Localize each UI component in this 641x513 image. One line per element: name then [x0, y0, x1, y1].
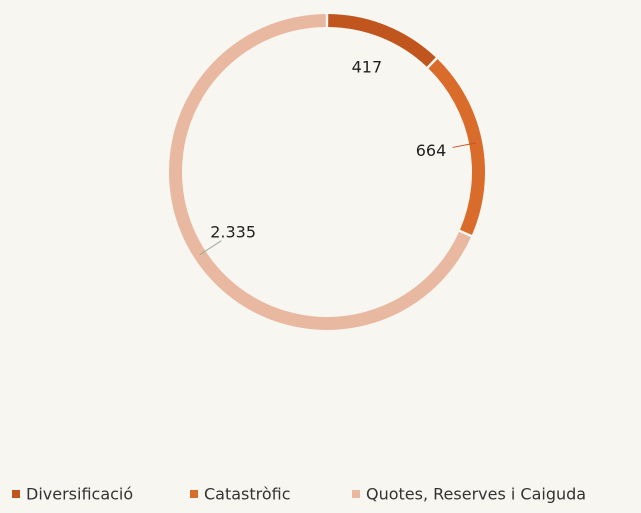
- legend-label: Quotes, Reserves i Caiguda: [366, 485, 586, 504]
- donut-segment: [328, 14, 436, 67]
- legend-swatch: [352, 490, 360, 498]
- value-label: 417: [352, 58, 383, 77]
- leader-line: [199, 240, 222, 256]
- value-label: 2.335: [210, 223, 256, 242]
- legend-swatch: [12, 490, 20, 498]
- donut-segment: [428, 59, 485, 235]
- leader-line: [452, 142, 477, 148]
- legend-swatch: [190, 490, 198, 498]
- value-label: 664: [416, 141, 447, 160]
- legend-label: Catastròfic: [204, 485, 291, 504]
- legend-label: Diversificació: [26, 485, 133, 504]
